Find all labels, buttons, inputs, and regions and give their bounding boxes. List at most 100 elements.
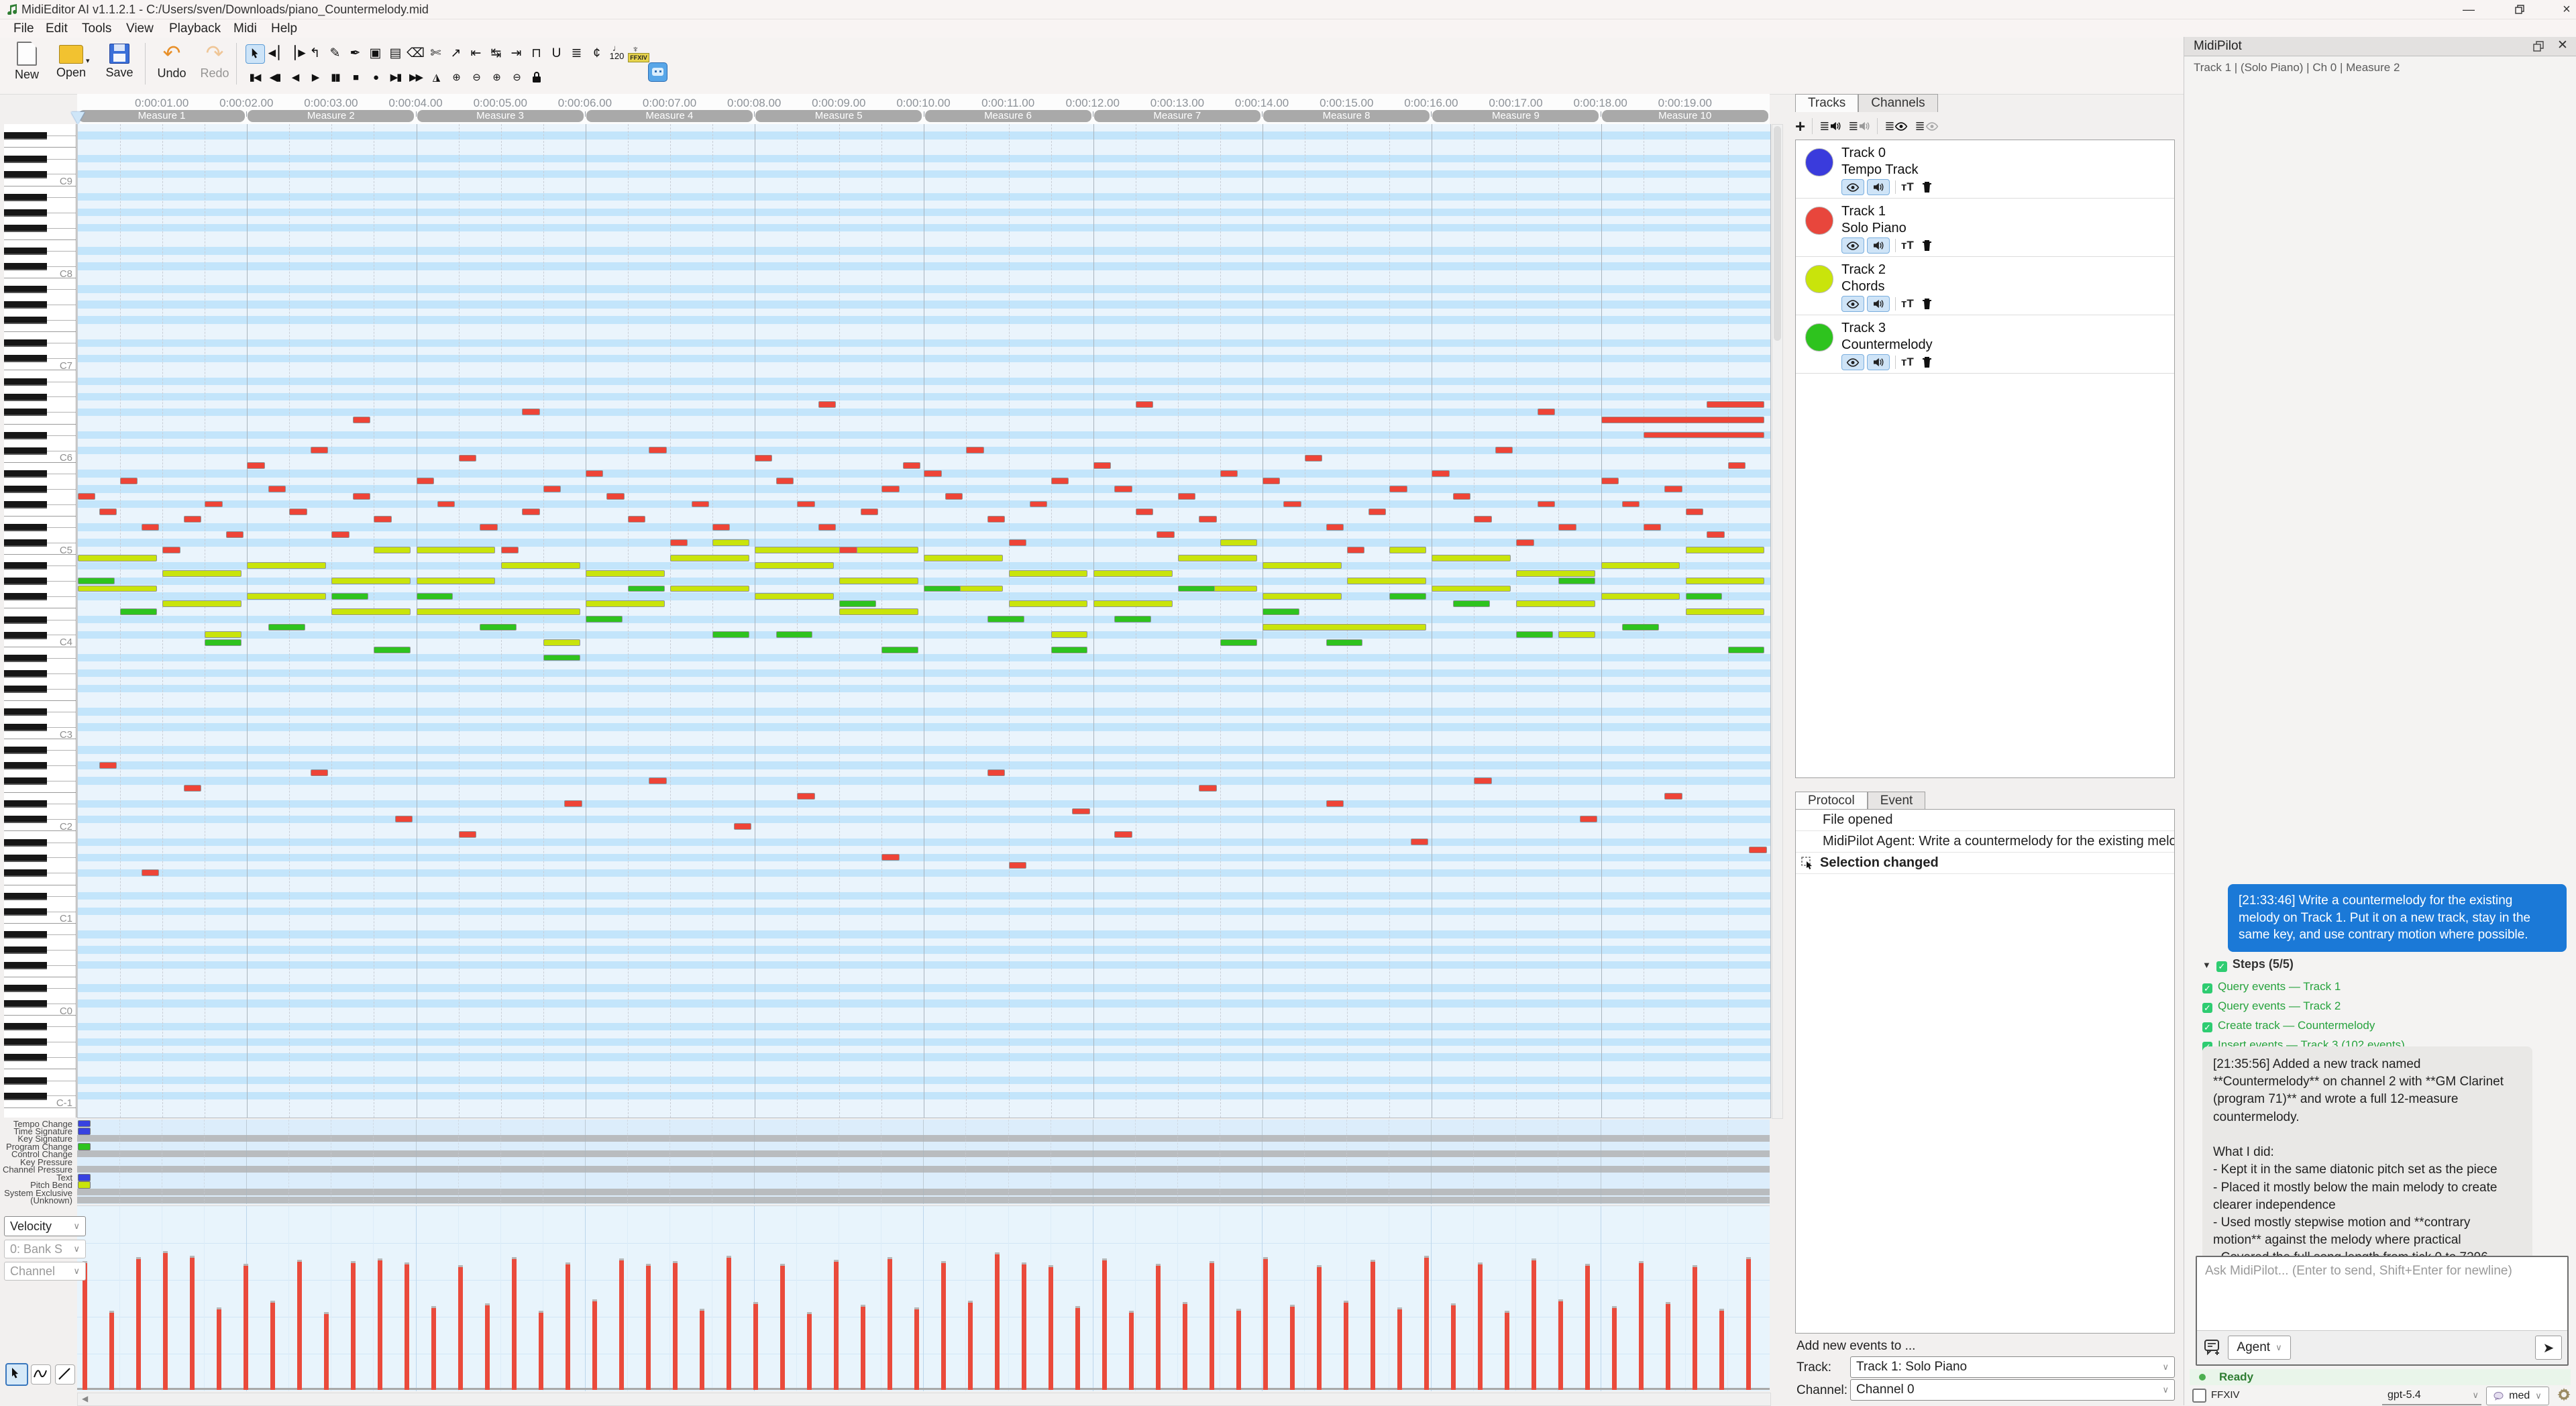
midi-note[interactable] bbox=[374, 647, 411, 653]
midi-note[interactable] bbox=[1030, 501, 1047, 508]
midi-note[interactable] bbox=[437, 501, 455, 508]
channel-select[interactable]: Channel∨ bbox=[4, 1262, 86, 1281]
velocity-bar[interactable] bbox=[1156, 1264, 1161, 1390]
bank-select[interactable]: 0: Bank S∨ bbox=[4, 1240, 86, 1258]
velocity-bar[interactable] bbox=[270, 1301, 275, 1390]
midi-note[interactable] bbox=[1601, 562, 1680, 569]
midi-note[interactable] bbox=[184, 785, 201, 792]
forward-button[interactable]: ▶▮ bbox=[386, 68, 405, 87]
midi-note[interactable] bbox=[331, 578, 411, 584]
velocity-bar[interactable] bbox=[1585, 1264, 1590, 1390]
restore-button[interactable] bbox=[2498, 0, 2541, 19]
midi-note[interactable] bbox=[226, 531, 244, 538]
midi-note[interactable] bbox=[797, 793, 814, 800]
midi-note[interactable] bbox=[1220, 470, 1238, 477]
separator[interactable] bbox=[1877, 118, 1878, 134]
select-right-tool[interactable]: ▕► bbox=[286, 44, 304, 62]
midi-note[interactable] bbox=[1601, 417, 1765, 423]
velocity-bar[interactable] bbox=[1075, 1306, 1080, 1390]
track-visible-button[interactable] bbox=[1841, 179, 1864, 195]
velocity-bar[interactable] bbox=[1639, 1261, 1644, 1390]
midi-note[interactable] bbox=[1009, 570, 1088, 577]
midi-note[interactable] bbox=[1178, 586, 1215, 592]
midi-note[interactable] bbox=[162, 570, 241, 577]
midi-note[interactable] bbox=[586, 470, 603, 477]
velocity-bar[interactable] bbox=[807, 1312, 812, 1390]
midi-note[interactable] bbox=[1686, 508, 1703, 515]
midi-note[interactable] bbox=[1093, 570, 1173, 577]
black-key[interactable] bbox=[4, 985, 47, 992]
velocity-bar[interactable] bbox=[1290, 1305, 1295, 1390]
midi-note[interactable] bbox=[1114, 616, 1151, 623]
midi-note[interactable] bbox=[1686, 547, 1765, 553]
midi-note[interactable] bbox=[331, 531, 349, 538]
midi-note[interactable] bbox=[1558, 524, 1576, 531]
velocity-bar[interactable] bbox=[1451, 1303, 1456, 1390]
delete-track-button[interactable] bbox=[1922, 298, 1932, 310]
midi-note[interactable] bbox=[606, 493, 624, 500]
midi-note[interactable] bbox=[670, 539, 688, 546]
velocity-bar[interactable] bbox=[190, 1256, 195, 1390]
midi-note[interactable] bbox=[268, 486, 286, 492]
midi-note[interactable] bbox=[776, 631, 813, 638]
black-key[interactable] bbox=[4, 378, 47, 386]
pause-button[interactable]: ▮▮ bbox=[326, 68, 344, 87]
midi-note[interactable] bbox=[924, 586, 961, 592]
vertical-scrollbar[interactable] bbox=[1772, 124, 1783, 1119]
midi-note[interactable] bbox=[1432, 586, 1511, 592]
minimize-button[interactable]: — bbox=[2447, 0, 2490, 19]
track-audible-button[interactable] bbox=[1867, 237, 1890, 254]
playback-cursor-marker[interactable] bbox=[71, 112, 85, 124]
midi-note[interactable] bbox=[78, 493, 95, 500]
black-key[interactable] bbox=[4, 632, 47, 639]
black-key[interactable] bbox=[4, 156, 47, 163]
midi-note[interactable] bbox=[839, 578, 918, 584]
black-key[interactable] bbox=[4, 655, 47, 662]
protocol-entry[interactable]: MidiPilot Agent: Write a countermelody f… bbox=[1796, 831, 2174, 853]
midi-note[interactable] bbox=[1347, 578, 1426, 584]
velocity-bar[interactable] bbox=[458, 1265, 463, 1390]
midi-note[interactable] bbox=[374, 547, 411, 553]
midi-note[interactable] bbox=[543, 655, 580, 661]
black-key[interactable] bbox=[4, 762, 47, 769]
black-key[interactable] bbox=[4, 593, 47, 600]
midi-note[interactable] bbox=[1686, 593, 1723, 600]
midi-note[interactable] bbox=[945, 493, 963, 500]
measure-icon[interactable]: ≣ bbox=[568, 44, 586, 62]
midi-note[interactable] bbox=[480, 524, 497, 531]
black-key[interactable] bbox=[4, 432, 47, 439]
tab-tracks[interactable]: Tracks bbox=[1795, 94, 1858, 112]
velocity-bar[interactable] bbox=[109, 1311, 114, 1391]
midi-note[interactable] bbox=[924, 555, 1003, 561]
lock-screen-button[interactable] bbox=[527, 68, 545, 87]
piano-roll-grid[interactable] bbox=[77, 124, 1771, 1118]
midi-note[interactable] bbox=[564, 800, 582, 807]
midi-note[interactable] bbox=[1347, 547, 1364, 553]
velocity-bar[interactable] bbox=[485, 1303, 490, 1390]
midi-note[interactable] bbox=[417, 478, 434, 484]
midi-note[interactable] bbox=[586, 616, 623, 623]
black-key[interactable] bbox=[4, 724, 47, 731]
midi-note[interactable] bbox=[966, 447, 983, 453]
midi-note[interactable] bbox=[78, 586, 157, 592]
midi-note[interactable] bbox=[1453, 600, 1490, 607]
midi-note[interactable] bbox=[797, 501, 814, 508]
midi-note[interactable] bbox=[1558, 578, 1595, 584]
menu-view[interactable]: View bbox=[122, 21, 158, 36]
pencil-tool[interactable]: ✎ bbox=[326, 44, 344, 62]
black-key[interactable] bbox=[4, 171, 47, 178]
black-key[interactable] bbox=[4, 670, 47, 678]
menu-edit[interactable]: Edit bbox=[42, 21, 72, 36]
velocity-bar[interactable] bbox=[968, 1301, 973, 1390]
midi-note[interactable] bbox=[839, 608, 918, 615]
velocity-panel[interactable] bbox=[77, 1205, 1770, 1391]
midi-note[interactable] bbox=[417, 547, 496, 553]
midi-note[interactable] bbox=[1283, 501, 1301, 508]
velocity-bar[interactable] bbox=[136, 1257, 141, 1390]
black-key[interactable] bbox=[4, 539, 47, 547]
velocity-bar[interactable] bbox=[753, 1302, 758, 1390]
midi-note[interactable] bbox=[1601, 478, 1619, 484]
black-key[interactable] bbox=[4, 962, 47, 969]
velocity-bar[interactable] bbox=[1371, 1260, 1375, 1390]
midi-note[interactable] bbox=[670, 555, 749, 561]
